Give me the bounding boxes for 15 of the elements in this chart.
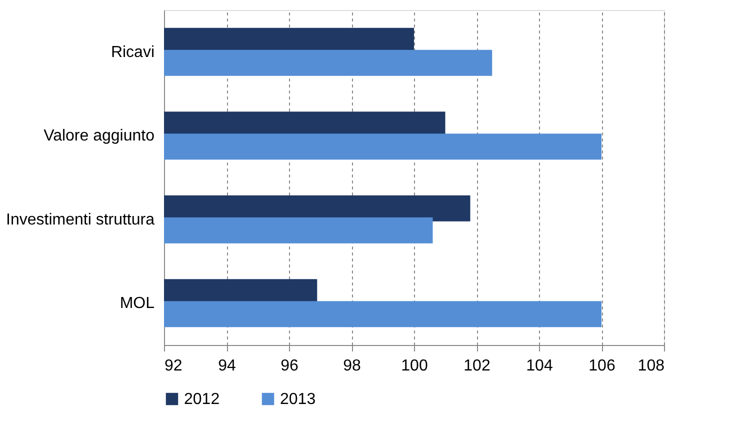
y-tick-label: MOL [120, 295, 155, 312]
y-tick-label: Ricavi [110, 44, 154, 61]
x-tick-label: 104 [526, 358, 553, 374]
y-tick-label: Investimenti struttura [6, 211, 155, 228]
x-tick-label: 94 [218, 358, 236, 374]
x-tick-label: 106 [588, 358, 616, 374]
x-tick-label: 92 [164, 358, 182, 374]
x-tick-label: 108 [638, 358, 665, 374]
x-tick-label: 102 [464, 358, 490, 374]
x-tick-label: 96 [280, 358, 298, 374]
x-tick-label: 98 [343, 358, 361, 374]
x-tick-label: 100 [401, 358, 428, 374]
y-tick-label: Valore aggiunto [44, 128, 155, 145]
legend-label: 2013 [280, 391, 316, 408]
legend-label: 2012 [184, 391, 220, 408]
